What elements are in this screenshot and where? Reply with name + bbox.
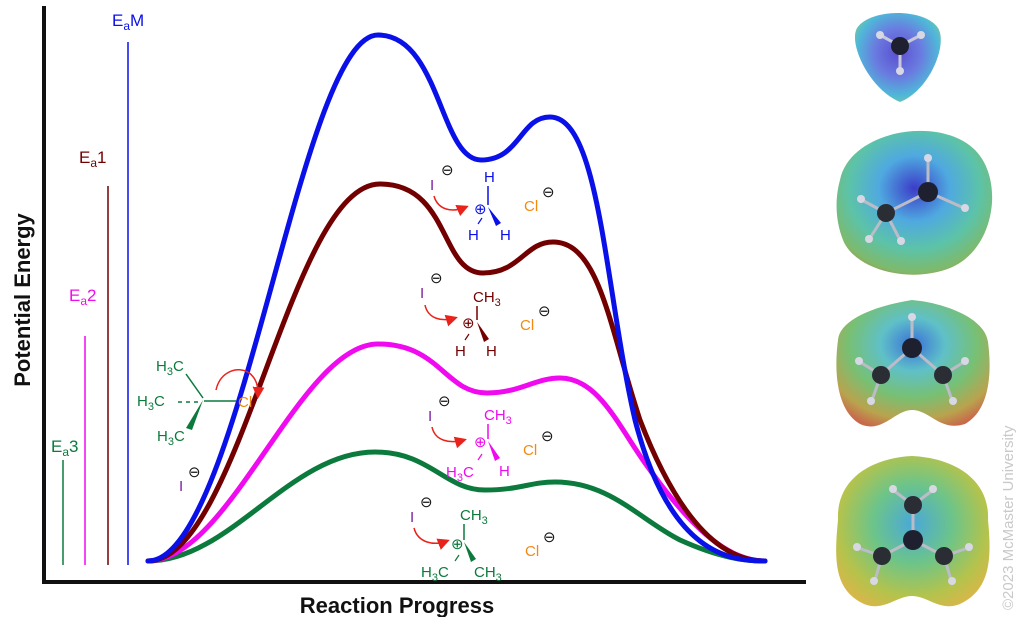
x-axis-title: Reaction Progress: [300, 593, 494, 617]
free-iodide: I ⊖: [179, 464, 201, 495]
curve-isopropyl: [145, 341, 768, 564]
ea-label-tert-butyl: Ea3: [51, 437, 79, 459]
svg-text:H3C: H3C: [421, 564, 449, 584]
tert-butyl-cation-map: [836, 456, 990, 607]
svg-text:I: I: [430, 177, 434, 194]
ea-bar-isopropyl: Ea2: [69, 286, 97, 565]
svg-text:CH3: CH3: [474, 564, 502, 584]
svg-text:⊖: ⊖: [420, 494, 433, 511]
ea-label-methyl: EaM: [112, 11, 144, 33]
svg-text:CH3: CH3: [460, 507, 488, 527]
svg-text:⊕: ⊕: [474, 201, 487, 218]
ethyl-cation-map: [836, 130, 993, 275]
ea-bar-methyl: EaM: [112, 11, 144, 565]
curve-tert-butyl: [145, 449, 768, 564]
intermediate-methyl: I ⊖ ⊕ H H H Cl ⊖: [430, 162, 555, 244]
isopropyl-cation-map: [836, 300, 990, 427]
svg-text:⊖: ⊖: [541, 428, 554, 445]
svg-text:⊖: ⊖: [538, 303, 551, 320]
svg-text:CH3: CH3: [473, 289, 501, 309]
svg-text:H: H: [500, 227, 511, 244]
intermediate-ethyl: I ⊖ ⊕ CH3 H H Cl ⊖: [420, 270, 551, 360]
ea-label-isopropyl: Ea2: [69, 286, 97, 308]
svg-text:H: H: [499, 463, 510, 480]
svg-text:Cl: Cl: [520, 317, 534, 334]
y-axis-title: Potential Energy: [10, 212, 35, 386]
curve-ethyl: [145, 181, 768, 564]
svg-text:Cl: Cl: [524, 198, 538, 215]
svg-text:CH3: CH3: [484, 407, 512, 427]
svg-text:⊖: ⊖: [438, 393, 451, 410]
svg-text:⊖: ⊖: [430, 270, 443, 287]
svg-text:H: H: [455, 343, 466, 360]
svg-text:H: H: [468, 227, 479, 244]
intermediate-tert-butyl: I ⊖ ⊕ CH3 H3C CH3 Cl ⊖: [410, 494, 556, 584]
svg-text:⊕: ⊕: [474, 434, 487, 451]
svg-text:I: I: [420, 285, 424, 302]
svg-text:Cl: Cl: [523, 442, 537, 459]
svg-text:H3C: H3C: [446, 464, 474, 484]
svg-text:⊕: ⊕: [462, 315, 475, 332]
svg-text:⊖: ⊖: [441, 162, 454, 179]
intermediate-isopropyl: I ⊖ ⊕ CH3 H3C H Cl ⊖: [428, 393, 554, 484]
svg-text:H3C: H3C: [156, 358, 184, 378]
svg-text:H3C: H3C: [137, 393, 165, 413]
svg-text:⊕: ⊕: [451, 536, 464, 553]
leaving-arrow: [215, 368, 265, 399]
ea-label-ethyl: Ea1: [79, 148, 107, 170]
svg-text:⊖: ⊖: [542, 184, 555, 201]
svg-text:⊖: ⊖: [543, 529, 556, 546]
svg-text:I: I: [179, 478, 183, 495]
copyright-watermark: ©2023 McMaster University: [1000, 425, 1017, 610]
svg-text:H: H: [484, 169, 495, 186]
svg-text:Cl: Cl: [525, 543, 539, 560]
ea-bar-ethyl: Ea1: [79, 148, 109, 565]
methyl-cation-map: [854, 13, 941, 102]
svg-text:H3C: H3C: [157, 428, 185, 448]
svg-text:I: I: [428, 408, 432, 425]
curve-methyl: [145, 32, 768, 564]
svg-text:⊖: ⊖: [188, 464, 201, 481]
ea-bar-tert-butyl: Ea3: [51, 437, 79, 565]
svg-text:I: I: [410, 509, 414, 526]
svg-text:H: H: [486, 343, 497, 360]
reactant-tert-butyl-chloride: H3C H3C H3C Cl: [137, 358, 265, 448]
reactant-chloride-label: Cl: [238, 394, 252, 411]
